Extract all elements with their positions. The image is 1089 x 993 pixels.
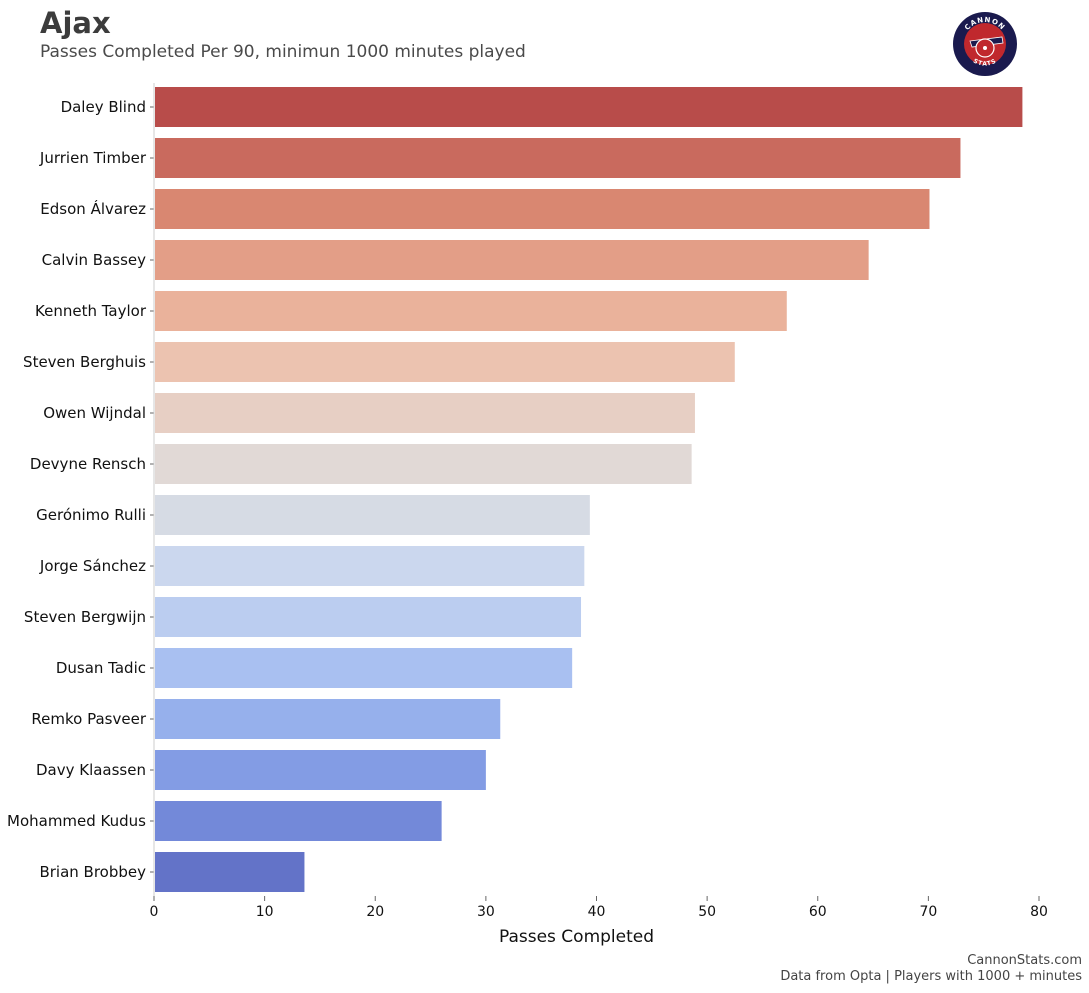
bar	[155, 393, 695, 433]
bar	[155, 240, 869, 280]
bar	[155, 138, 961, 178]
bar	[155, 801, 442, 841]
chart-subtitle: Passes Completed Per 90, minimun 1000 mi…	[40, 42, 526, 62]
bar	[155, 597, 582, 637]
bar	[155, 648, 573, 688]
bar	[155, 444, 692, 484]
x-tick-label: 70	[919, 904, 937, 920]
y-labels-group: Daley Blind Jurrien Timber Edson Álvarez Ca…	[7, 98, 154, 881]
footer: CannonStats.com Data from Opta | Players…	[780, 953, 1082, 985]
bar	[155, 291, 787, 331]
x-tick-label: 80	[1030, 904, 1048, 920]
x-ticks-group: 0 10 20 30 40 50 60 70 80	[150, 896, 1048, 920]
y-tick-label: Davy Klaassen	[36, 761, 146, 779]
y-tick-label: Brian Brobbey	[39, 863, 146, 881]
x-tick-label: 60	[809, 904, 827, 920]
y-tick-label: Mohammed Kudus	[7, 812, 146, 830]
bar	[155, 546, 585, 586]
y-tick-label: Dusan Tadic	[56, 659, 146, 677]
cannon-stats-logo: CANNON STATS	[953, 12, 1017, 76]
y-tick-label: Edson Álvarez	[40, 199, 146, 218]
y-tick-label: Steven Bergwijn	[24, 608, 146, 626]
y-tick-label: Daley Blind	[61, 98, 146, 116]
bar	[155, 87, 1023, 127]
y-tick-label: Jurrien Timber	[39, 149, 147, 167]
x-tick-label: 30	[477, 904, 495, 920]
x-axis-label: Passes Completed	[499, 927, 654, 947]
bar	[155, 852, 305, 892]
x-tick-label: 50	[698, 904, 716, 920]
y-tick-label: Owen Wijndal	[43, 404, 146, 422]
footer-source: Data from Opta | Players with 1000 + min…	[780, 969, 1082, 984]
x-tick-label: 20	[366, 904, 384, 920]
y-tick-label: Devyne Rensch	[30, 455, 146, 473]
y-tick-label: Kenneth Taylor	[35, 302, 147, 320]
footer-site: CannonStats.com	[967, 953, 1082, 968]
bars-group	[155, 87, 1023, 892]
y-tick-label: Remko Pasveer	[31, 710, 146, 728]
chart-title: Ajax	[40, 6, 111, 40]
bar	[155, 495, 590, 535]
bar	[155, 699, 501, 739]
y-tick-label: Steven Berghuis	[23, 353, 146, 371]
y-tick-label: Jorge Sánchez	[39, 557, 146, 575]
x-tick-label: 40	[588, 904, 606, 920]
bar	[155, 342, 735, 382]
bar	[155, 750, 486, 790]
logo-bottom-text: STATS	[972, 58, 998, 68]
x-tick-label: 0	[150, 904, 159, 920]
bar	[155, 189, 930, 229]
y-tick-label: Calvin Bassey	[42, 251, 146, 269]
x-tick-label: 10	[256, 904, 274, 920]
y-tick-label: Gerónimo Rulli	[36, 506, 146, 524]
